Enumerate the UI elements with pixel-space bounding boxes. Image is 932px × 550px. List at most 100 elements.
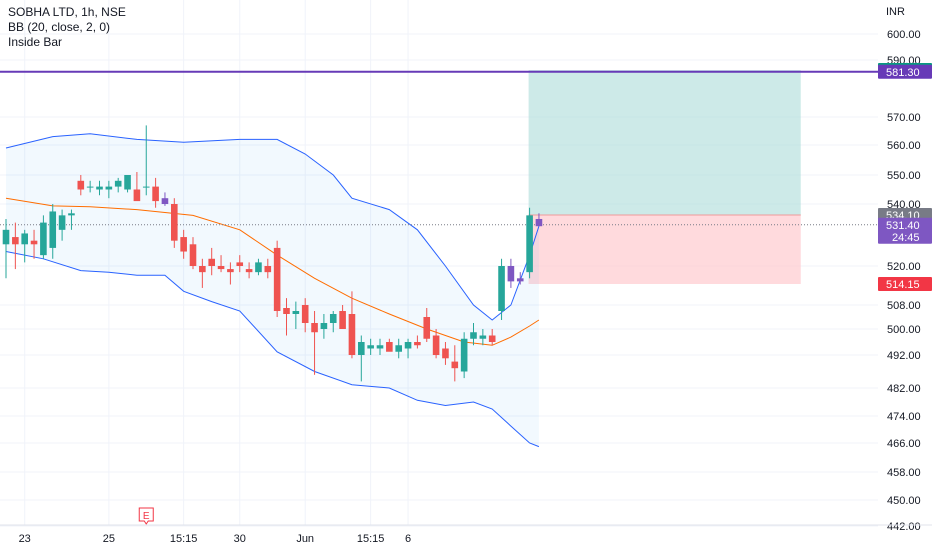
price-tick-label: 550.00 (887, 170, 921, 182)
price-tick-label: 442.00 (887, 521, 921, 533)
candle (414, 335, 421, 349)
candle (311, 311, 318, 375)
candle (516, 272, 524, 285)
candle (208, 247, 215, 276)
inside-bar-legend[interactable]: Inside Bar (8, 35, 63, 49)
candle (105, 180, 113, 199)
candle-body (283, 308, 290, 314)
candle-body (227, 269, 234, 273)
candle (404, 338, 412, 359)
candle (329, 311, 337, 333)
time-tick-label: 15:15 (357, 533, 385, 545)
candle (442, 342, 449, 365)
price-tick-label: 482.00 (887, 383, 921, 395)
price-badge-label-current: 531.40 (886, 220, 920, 232)
countdown-label: 24:45 (892, 232, 920, 244)
candle-body (376, 345, 384, 349)
candle-body (479, 335, 487, 339)
candle (367, 338, 374, 355)
price-tick-label: 492.00 (887, 350, 921, 362)
candle (460, 332, 468, 379)
candle-body (414, 342, 421, 346)
bb-upper-line (5, 133, 540, 321)
chart-overlay: E (138, 507, 154, 525)
candle-body (423, 317, 431, 339)
candle-body (348, 314, 356, 355)
price-axis[interactable]: INR600.00590.00570.00560.00550.00540.005… (878, 0, 932, 533)
candle-body (217, 266, 225, 270)
candle-body (21, 233, 28, 245)
candle-body (460, 338, 468, 372)
candle-body (96, 186, 103, 190)
candle-body (488, 335, 496, 342)
candle-body (301, 305, 309, 323)
time-tick-label: 25 (103, 533, 115, 545)
candle (320, 314, 328, 339)
candle-body (329, 314, 337, 323)
candle (301, 298, 309, 333)
candle (273, 240, 281, 317)
candle (58, 209, 66, 241)
candle-body (124, 175, 131, 190)
candle (423, 308, 431, 342)
candle (386, 338, 393, 352)
candle (124, 175, 131, 193)
candle (432, 329, 440, 359)
candle (114, 177, 122, 193)
price-badge-label-stop: 514.15 (886, 279, 920, 291)
candle-body (152, 186, 159, 202)
candle-body (516, 278, 524, 282)
price-tick-label: 560.00 (887, 140, 921, 152)
price-tick-label: 570.00 (887, 112, 921, 124)
candle-body (180, 237, 187, 252)
candle (86, 180, 94, 193)
candle-body (320, 323, 328, 329)
price-tick-label: 474.00 (887, 411, 921, 423)
price-badge-resistance (878, 64, 932, 79)
price-badge-stop (878, 277, 932, 291)
candle (236, 255, 244, 273)
candle (339, 305, 346, 329)
candle (535, 213, 543, 227)
candle-body (114, 180, 122, 187)
bb-band-fill (6, 133, 539, 447)
candle-body (404, 342, 412, 349)
candle (152, 177, 159, 208)
candle-body (236, 262, 244, 266)
candle (292, 301, 300, 329)
price-tick-label: 458.00 (887, 467, 921, 479)
price-tick-label: 500.00 (887, 324, 921, 336)
candle (358, 335, 365, 382)
time-tick-label: 6 (405, 533, 411, 545)
bb-basis-line (5, 197, 540, 346)
candle (507, 258, 515, 288)
earnings-icon (138, 507, 154, 525)
candle (479, 329, 487, 346)
candle-body (311, 323, 318, 333)
earnings-label: E (143, 511, 150, 522)
candle-body (367, 345, 374, 349)
bb-lower-line (5, 251, 540, 448)
symbol-title[interactable]: SOBHA LTD, 1h, NSE (8, 5, 126, 19)
price-axis-background (878, 0, 932, 525)
candle (171, 198, 178, 248)
candle-body (395, 345, 402, 352)
bollinger-bands-legend[interactable]: BB (20, close, 2, 0) (8, 20, 111, 34)
candle-body (2, 229, 10, 245)
candle (217, 255, 225, 273)
candle (2, 218, 10, 279)
candle-body (77, 180, 85, 190)
candle-body (470, 332, 477, 339)
candle-body (339, 311, 346, 329)
candle (283, 298, 290, 336)
candle-body (245, 269, 253, 273)
long-position-tool[interactable] (528, 70, 801, 284)
candle-body (189, 244, 197, 266)
candle (133, 172, 141, 202)
profit-zone (528, 70, 801, 215)
candle-body (264, 266, 272, 273)
candle (348, 291, 356, 359)
candle-body (49, 211, 57, 248)
